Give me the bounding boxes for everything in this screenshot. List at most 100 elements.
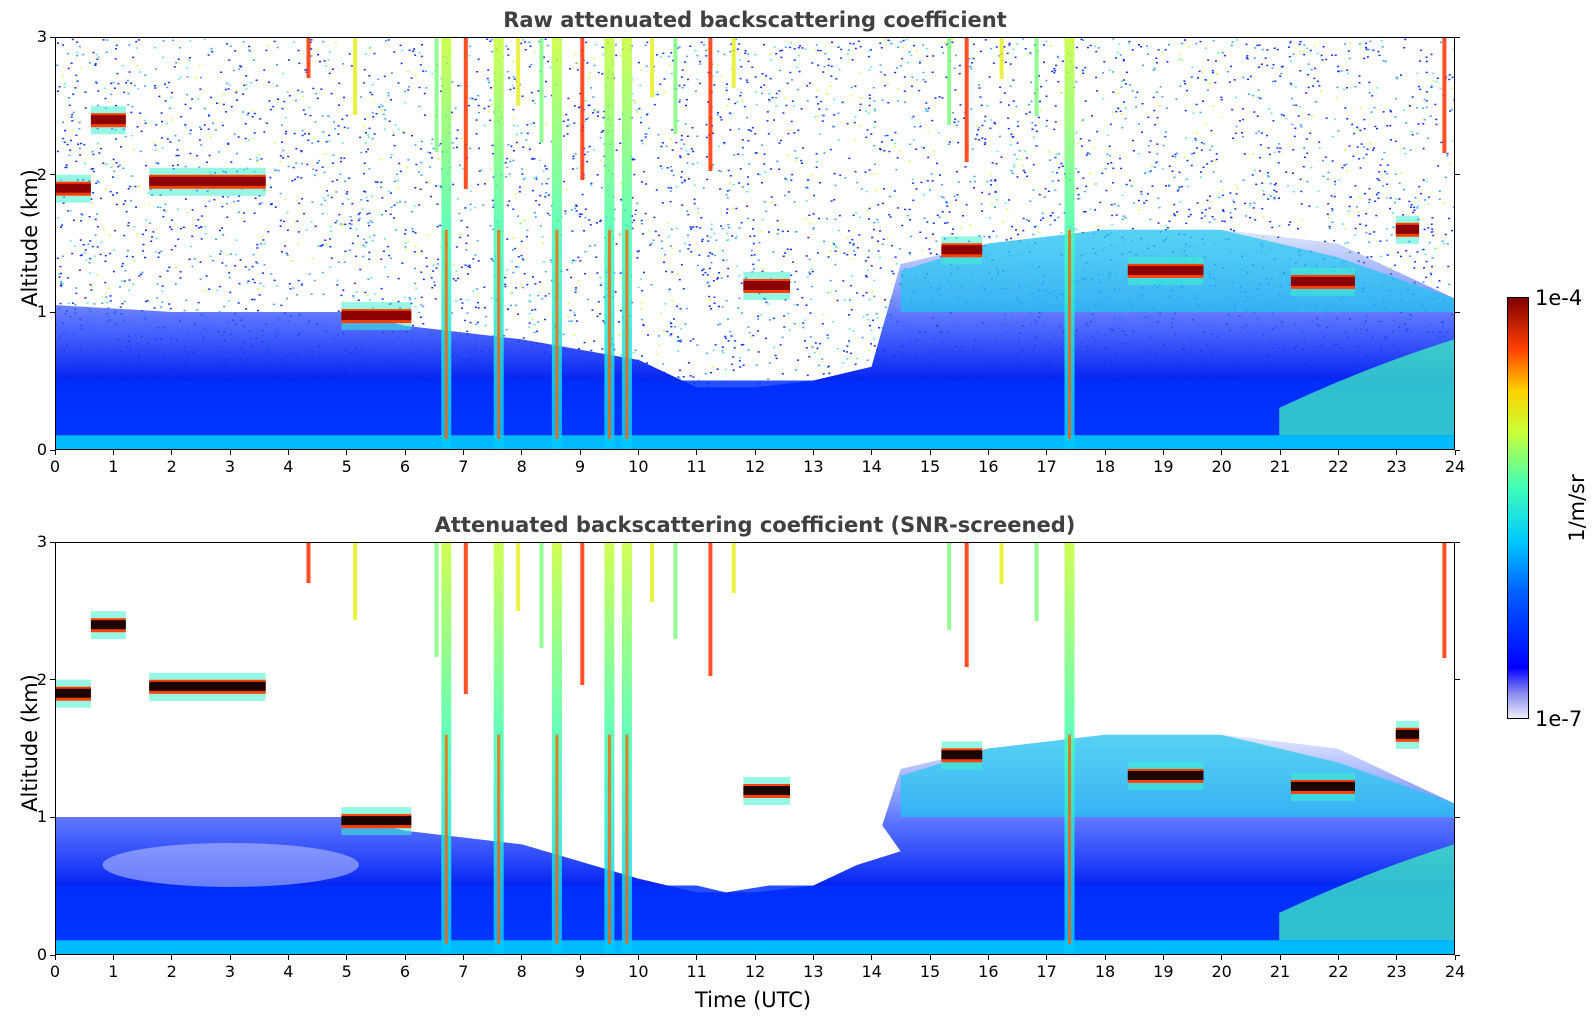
noise-pixel xyxy=(1341,167,1344,169)
noise-pixel xyxy=(538,203,541,206)
noise-pixel xyxy=(380,287,383,290)
noise-pixel xyxy=(153,84,156,87)
noise-pixel xyxy=(969,224,972,226)
noise-pixel xyxy=(1446,155,1449,157)
noise-pixel xyxy=(127,222,130,224)
noise-pixel xyxy=(1442,242,1445,245)
noise-pixel xyxy=(1111,71,1114,73)
noise-pixel xyxy=(365,241,368,244)
noise-pixel xyxy=(1235,96,1238,99)
noise-pixel xyxy=(1247,78,1249,81)
noise-pixel xyxy=(676,340,679,342)
noise-pixel xyxy=(1375,193,1378,196)
noise-pixel xyxy=(125,210,128,213)
noise-pixel xyxy=(922,194,925,196)
noise-pixel xyxy=(901,224,904,227)
noise-pixel xyxy=(533,323,536,326)
noise-pixel xyxy=(1054,121,1057,123)
noise-pixel xyxy=(1377,197,1380,199)
noise-pixel xyxy=(1413,206,1416,209)
noise-pixel xyxy=(127,188,130,190)
noise-pixel xyxy=(1322,46,1325,48)
noise-pixel xyxy=(927,156,930,159)
noise-pixel xyxy=(198,166,201,168)
noise-pixel xyxy=(564,212,567,215)
noise-pixel xyxy=(512,237,515,240)
noise-pixel xyxy=(1290,40,1292,43)
noise-pixel xyxy=(746,81,749,84)
noise-pixel xyxy=(829,250,832,252)
noise-pixel xyxy=(795,66,798,68)
noise-pixel xyxy=(1331,221,1334,223)
noise-pixel xyxy=(636,202,639,205)
noise-pixel xyxy=(430,142,433,145)
noise-pixel xyxy=(539,159,542,162)
noise-pixel xyxy=(1109,123,1112,126)
noise-pixel xyxy=(1299,124,1302,126)
noise-pixel xyxy=(1416,72,1419,74)
noise-pixel xyxy=(1026,53,1029,55)
noise-pixel xyxy=(404,242,407,244)
noise-pixel xyxy=(1434,103,1437,106)
noise-pixel xyxy=(1017,120,1020,123)
noise-pixel xyxy=(1083,190,1086,193)
noise-pixel xyxy=(854,85,857,87)
noise-pixel xyxy=(699,82,702,85)
noise-pixel xyxy=(477,183,480,186)
noise-pixel xyxy=(733,347,736,349)
noise-pixel xyxy=(969,181,972,183)
noise-pixel xyxy=(205,275,208,277)
noise-pixel xyxy=(1012,136,1015,138)
noise-pixel xyxy=(942,196,945,199)
noise-pixel xyxy=(199,88,202,90)
noise-pixel xyxy=(717,64,720,67)
noise-pixel xyxy=(361,208,364,210)
noise-pixel xyxy=(665,270,668,273)
noise-pixel xyxy=(871,290,874,293)
noise-pixel xyxy=(884,306,887,309)
noise-pixel xyxy=(1331,136,1334,138)
noise-pixel xyxy=(56,257,59,259)
noise-pixel xyxy=(537,90,540,92)
noise-pixel xyxy=(340,294,343,297)
noise-pixel xyxy=(995,235,998,238)
noise-pixel xyxy=(357,219,360,222)
noise-pixel xyxy=(529,123,532,125)
noise-pixel xyxy=(387,94,390,97)
noise-pixel xyxy=(1354,85,1357,88)
noise-pixel xyxy=(70,62,73,64)
noise-pixel xyxy=(421,252,423,255)
noise-pixel xyxy=(1084,100,1087,102)
noise-pixel xyxy=(1362,157,1365,159)
noise-pixel xyxy=(328,72,331,75)
noise-pixel xyxy=(597,111,600,113)
noise-pixel xyxy=(1006,208,1009,210)
noise-pixel xyxy=(431,72,434,75)
noise-pixel xyxy=(602,130,605,132)
noise-pixel xyxy=(1200,217,1203,219)
noise-pixel xyxy=(765,301,768,304)
noise-pixel xyxy=(584,251,587,253)
noise-pixel xyxy=(84,91,87,93)
noise-pixel xyxy=(697,211,700,214)
noise-pixel xyxy=(396,179,399,182)
noise-pixel xyxy=(599,220,602,223)
noise-pixel xyxy=(1214,81,1217,84)
noise-pixel xyxy=(280,124,283,126)
noise-pixel xyxy=(867,319,870,321)
noise-pixel xyxy=(769,77,772,80)
noise-pixel xyxy=(672,174,675,177)
noise-pixel xyxy=(363,162,366,164)
noise-pixel xyxy=(663,90,666,93)
noise-pixel xyxy=(433,284,436,287)
noise-pixel xyxy=(176,149,179,151)
noise-pixel xyxy=(1117,107,1120,110)
noise-pixel xyxy=(672,59,674,62)
noise-pixel xyxy=(1003,92,1006,94)
noise-pixel xyxy=(741,154,744,156)
noise-pixel xyxy=(859,124,862,127)
noise-pixel xyxy=(478,170,481,172)
noise-pixel xyxy=(1044,188,1047,190)
noise-pixel xyxy=(589,224,592,226)
noise-pixel xyxy=(363,172,365,175)
